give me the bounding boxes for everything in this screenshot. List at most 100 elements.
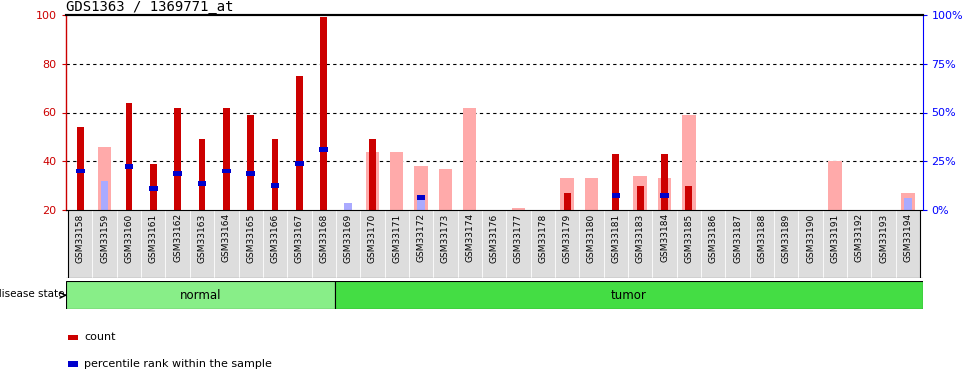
Bar	[320, 147, 328, 152]
Bar	[198, 181, 207, 186]
Bar	[880, 210, 887, 230]
Bar	[125, 164, 133, 169]
Bar	[685, 210, 694, 215]
Bar	[414, 166, 428, 210]
Bar	[369, 140, 376, 210]
Text: GSM33180: GSM33180	[587, 213, 596, 262]
Bar	[661, 154, 668, 210]
Text: GSM33163: GSM33163	[197, 213, 207, 262]
Bar	[512, 208, 526, 210]
Bar	[263, 210, 287, 278]
Bar	[847, 210, 871, 278]
Text: GSM33167: GSM33167	[295, 213, 304, 262]
Text: GSM33183: GSM33183	[636, 213, 644, 262]
Bar	[76, 169, 85, 173]
Text: GSM33190: GSM33190	[806, 213, 815, 262]
Bar	[682, 115, 696, 210]
Bar	[214, 210, 239, 278]
Bar	[637, 186, 643, 210]
Bar	[222, 169, 231, 173]
Text: GSM33165: GSM33165	[246, 213, 255, 262]
Bar	[335, 281, 923, 309]
Bar	[77, 127, 84, 210]
Bar	[798, 210, 823, 278]
Bar	[823, 210, 847, 278]
Bar	[554, 210, 580, 278]
Bar	[774, 210, 798, 278]
Bar	[636, 210, 644, 215]
Text: GSM33166: GSM33166	[270, 213, 279, 262]
Bar	[580, 210, 604, 278]
Bar	[246, 171, 255, 176]
Text: GSM33170: GSM33170	[368, 213, 377, 262]
Bar	[463, 108, 476, 210]
Bar	[434, 210, 458, 278]
Bar	[287, 210, 312, 278]
Bar	[360, 210, 384, 278]
Bar	[782, 210, 790, 230]
Bar	[141, 210, 165, 278]
Bar	[604, 210, 628, 278]
Text: GSM33174: GSM33174	[466, 213, 474, 262]
Text: GSM33194: GSM33194	[903, 213, 913, 262]
Text: GDS1363 / 1369771_at: GDS1363 / 1369771_at	[66, 0, 233, 14]
Text: disease state: disease state	[0, 289, 65, 299]
Text: GSM33189: GSM33189	[781, 213, 791, 262]
Bar	[270, 183, 279, 188]
Text: GSM33168: GSM33168	[319, 213, 328, 262]
Bar	[611, 193, 620, 198]
Bar	[658, 178, 671, 210]
Bar	[199, 140, 206, 210]
Bar	[612, 154, 619, 210]
Text: GSM33185: GSM33185	[684, 213, 694, 262]
Text: GSM33179: GSM33179	[562, 213, 572, 262]
Bar	[312, 210, 336, 278]
Text: GSM33172: GSM33172	[416, 213, 426, 262]
Bar	[295, 161, 303, 166]
Text: GSM33186: GSM33186	[709, 213, 718, 262]
Bar	[587, 210, 595, 218]
Bar	[536, 210, 550, 218]
Text: GSM33184: GSM33184	[660, 213, 669, 262]
Bar	[174, 171, 182, 176]
Text: GSM33187: GSM33187	[733, 213, 742, 262]
Bar	[390, 152, 404, 210]
Text: GSM33159: GSM33159	[100, 213, 109, 262]
Text: GSM33169: GSM33169	[344, 213, 353, 262]
Text: GSM33193: GSM33193	[879, 213, 888, 262]
Bar	[904, 198, 912, 210]
Text: GSM33162: GSM33162	[173, 213, 183, 262]
Bar	[417, 195, 425, 210]
Bar	[149, 186, 157, 190]
Text: GSM33160: GSM33160	[125, 213, 133, 262]
Bar	[780, 210, 793, 212]
Bar	[652, 210, 676, 278]
Bar	[165, 210, 190, 278]
Bar	[530, 210, 554, 278]
Text: normal: normal	[180, 289, 221, 302]
Bar	[239, 210, 263, 278]
Bar	[69, 335, 77, 340]
Text: GSM33178: GSM33178	[538, 213, 548, 262]
Bar	[901, 193, 915, 210]
Bar	[725, 210, 750, 278]
Text: GSM33173: GSM33173	[440, 213, 450, 262]
Bar	[804, 210, 817, 212]
Text: GSM33188: GSM33188	[757, 213, 766, 262]
Bar	[660, 193, 668, 198]
Bar	[755, 210, 769, 227]
Bar	[344, 202, 352, 210]
Bar	[190, 210, 214, 278]
Bar	[515, 210, 523, 234]
Bar	[458, 210, 482, 278]
Bar	[634, 176, 647, 210]
Bar	[871, 210, 895, 278]
Bar	[661, 210, 668, 218]
Bar	[384, 210, 409, 278]
Bar	[247, 115, 254, 210]
Bar	[409, 210, 434, 278]
Bar	[174, 108, 181, 210]
Bar	[150, 164, 156, 210]
Text: tumor: tumor	[611, 289, 646, 302]
Bar	[563, 212, 572, 217]
